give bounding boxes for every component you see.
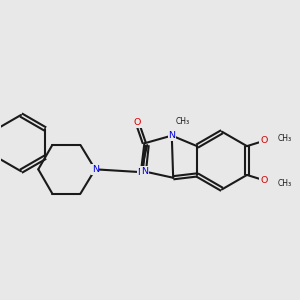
Text: N: N [168,131,175,140]
Text: CH₃: CH₃ [277,134,291,142]
Text: N: N [141,167,148,176]
Text: CH₃: CH₃ [175,117,189,126]
Text: O: O [260,176,268,185]
Text: O: O [260,136,268,146]
Text: CH₃: CH₃ [277,178,291,188]
Text: N: N [137,168,144,177]
Text: N: N [92,165,99,174]
Text: O: O [134,118,141,127]
